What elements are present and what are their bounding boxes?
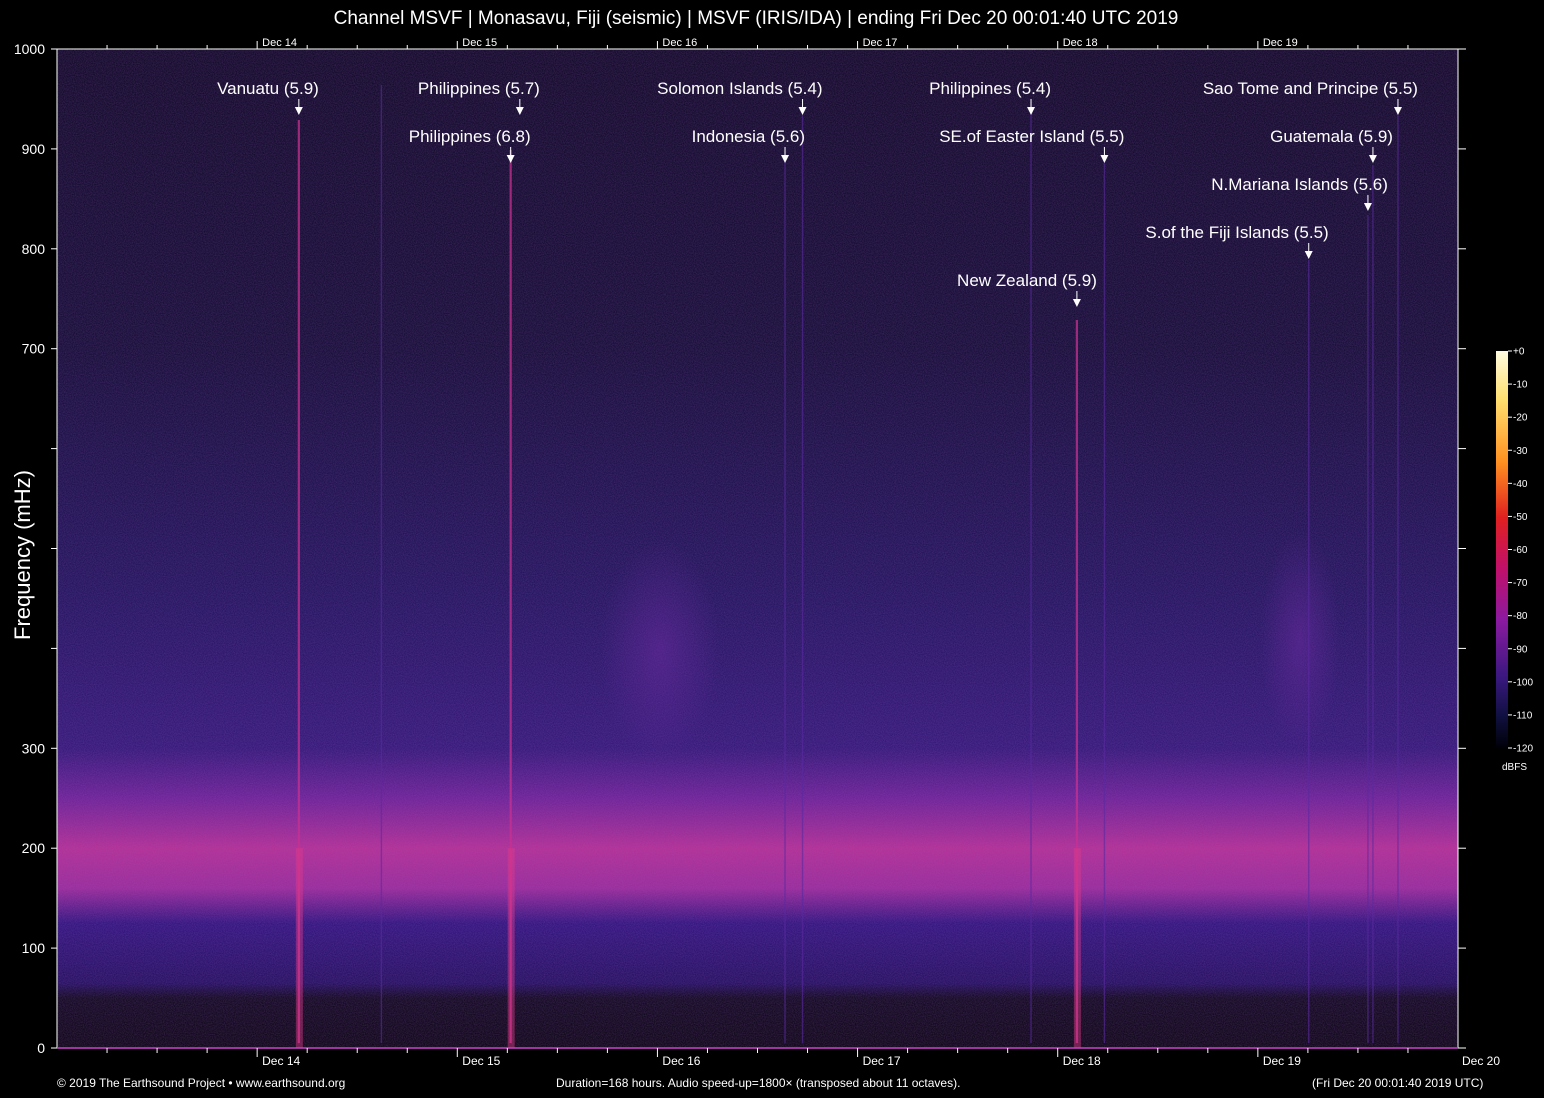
y-tick-label: 1000 (14, 41, 45, 57)
y-tick-label: 700 (22, 341, 46, 357)
colorbar-tick-label: -80 (1513, 611, 1528, 622)
colorbar-tick-label: -10 (1513, 380, 1528, 391)
x-tick-label: Dec 20 (1462, 1054, 1500, 1068)
y-tick-label: 100 (22, 940, 46, 956)
colorbar-tick-label: -70 (1513, 578, 1528, 589)
event-label: Philippines (5.7) (418, 79, 540, 98)
event-arrow-head (1304, 251, 1313, 259)
x-tick-label-top: Dec 17 (863, 37, 898, 49)
colorbar-tick-label: -110 (1513, 710, 1533, 721)
y-tick-label: 200 (22, 840, 46, 856)
colorbar-tick-label: -30 (1513, 446, 1528, 457)
copyright-text: © 2019 The Earthsound Project • www.eart… (57, 1076, 346, 1090)
event-arrow-head (1100, 155, 1109, 163)
x-tick-label-top: Dec 19 (1263, 37, 1298, 49)
event-label: Guatemala (5.9) (1270, 127, 1393, 146)
event-trace-glow (295, 848, 303, 1048)
spectrogram-blob (600, 540, 720, 760)
colorbar-tick-label: -40 (1513, 479, 1528, 490)
x-tick-label-top: Dec 16 (662, 37, 697, 49)
spectrogram-noise (57, 49, 1458, 1048)
event-arrow-head (294, 107, 303, 115)
colorbar-tick-label: -90 (1513, 644, 1528, 655)
event-arrow-head (1368, 155, 1377, 163)
colorbar-gradient (1496, 351, 1508, 748)
event-label: N.Mariana Islands (5.6) (1211, 175, 1388, 194)
duration-text: Duration=168 hours. Audio speed-up=1800×… (556, 1076, 961, 1090)
colorbar-unit-label: dBFS (1502, 762, 1528, 773)
x-tick-label: Dec 14 (262, 1054, 300, 1068)
x-tick-label: Dec 19 (1263, 1054, 1301, 1068)
colorbar: +0 -10 -20 -30 -40 -50 -60 -70 -80 -90 -100 -110 -12… (1496, 347, 1533, 755)
event-arrow-head (515, 107, 524, 115)
event-label: Indonesia (5.6) (692, 127, 805, 146)
event-trace-glow (1073, 848, 1081, 1048)
event-arrow-head (798, 107, 807, 115)
x-tick-label-top: Dec 18 (1063, 37, 1098, 49)
event-label: Philippines (5.4) (929, 79, 1051, 98)
colorbar-tick-label: +0 (1513, 347, 1525, 358)
event-annotations: Vanuatu (5.9) Philippines (5.7) Philippine… (217, 79, 1418, 307)
event-arrow-head (781, 155, 790, 163)
spectrogram-background (57, 49, 1458, 1048)
event-label: S.of the Fiji Islands (5.5) (1145, 223, 1328, 242)
spectrogram-blob (1260, 530, 1340, 750)
y-tick-label: 900 (22, 141, 46, 157)
y-tick-label: 300 (22, 740, 46, 756)
colorbar-tick-label: -50 (1513, 512, 1528, 523)
event-arrow-head (1393, 107, 1402, 115)
chart-title: Channel MSVF | Monasavu, Fiji (seismic) … (333, 8, 1179, 29)
event-label: Vanuatu (5.9) (217, 79, 319, 98)
event-arrow-head (1027, 107, 1036, 115)
event-label: SE.of Easter Island (5.5) (939, 127, 1124, 146)
x-tick-label: Dec 17 (863, 1054, 901, 1068)
y-tick-label: 800 (22, 241, 46, 257)
event-trace-glow (507, 848, 515, 1048)
timestamp-text: (Fri Dec 20 00:01:40 2019 UTC) (1312, 1076, 1484, 1090)
event-arrow-head (1363, 203, 1372, 211)
x-tick-label: Dec 16 (662, 1054, 700, 1068)
y-tick-label: 0 (37, 1040, 45, 1056)
colorbar-tick-label: -20 (1513, 413, 1528, 424)
colorbar-tick-label: -100 (1513, 677, 1533, 688)
event-arrow-head (1072, 299, 1081, 307)
event-label: Solomon Islands (5.4) (657, 79, 822, 98)
event-label: Philippines (6.8) (409, 127, 531, 146)
event-label: Sao Tome and Principe (5.5) (1203, 79, 1418, 98)
x-tick-label-top: Dec 15 (462, 37, 497, 49)
x-tick-label-top: Dec 14 (262, 37, 297, 49)
colorbar-tick-label: -120 (1513, 744, 1533, 755)
event-label: New Zealand (5.9) (957, 271, 1097, 290)
axes: 0 100 200 300 700 800 900 1000 Dec 14 Dec 14 Dec 1… (14, 37, 1501, 1068)
event-lines (295, 85, 1399, 1048)
x-tick-label: Dec 18 (1063, 1054, 1101, 1068)
x-tick-label: Dec 15 (462, 1054, 500, 1068)
event-arrow-head (506, 155, 515, 163)
colorbar-tick-label: -60 (1513, 545, 1528, 556)
